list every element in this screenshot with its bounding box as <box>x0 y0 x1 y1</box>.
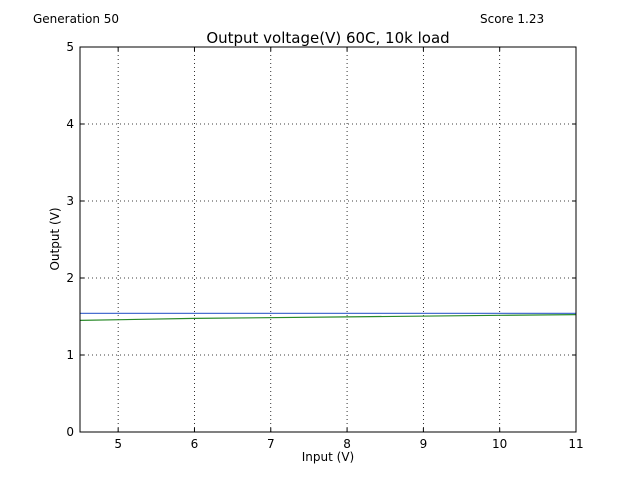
y-tick-label: 5 <box>66 40 74 54</box>
x-axis-label: Input (V) <box>302 450 354 464</box>
y-axis-label: Output (V) <box>48 207 62 270</box>
chart-grid <box>80 47 576 432</box>
y-tick-label: 1 <box>66 348 74 362</box>
y-tick-label: 2 <box>66 271 74 285</box>
x-tick-label: 8 <box>343 437 351 451</box>
score-label: Score 1.23 <box>480 12 545 26</box>
series-line-2 <box>79 314 577 321</box>
plot-frame <box>79 46 577 433</box>
x-tick-label: 5 <box>114 437 122 451</box>
x-tick-label: 9 <box>420 437 428 451</box>
x-tick-label: 11 <box>568 437 583 451</box>
y-tick-label: 4 <box>66 117 74 131</box>
x-tick-label: 6 <box>191 437 199 451</box>
chart-series <box>79 312 577 321</box>
chart-ticks: 5 6 7 8 9 10 11 0 1 2 3 4 5 <box>66 40 583 451</box>
x-tick-label: 10 <box>492 437 507 451</box>
generation-label: Generation 50 <box>33 12 120 26</box>
x-tick-label: 7 <box>267 437 275 451</box>
y-tick-label: 0 <box>66 425 74 439</box>
y-tick-label: 3 <box>66 194 74 208</box>
chart-title: Output voltage(V) 60C, 10k load <box>206 29 449 47</box>
